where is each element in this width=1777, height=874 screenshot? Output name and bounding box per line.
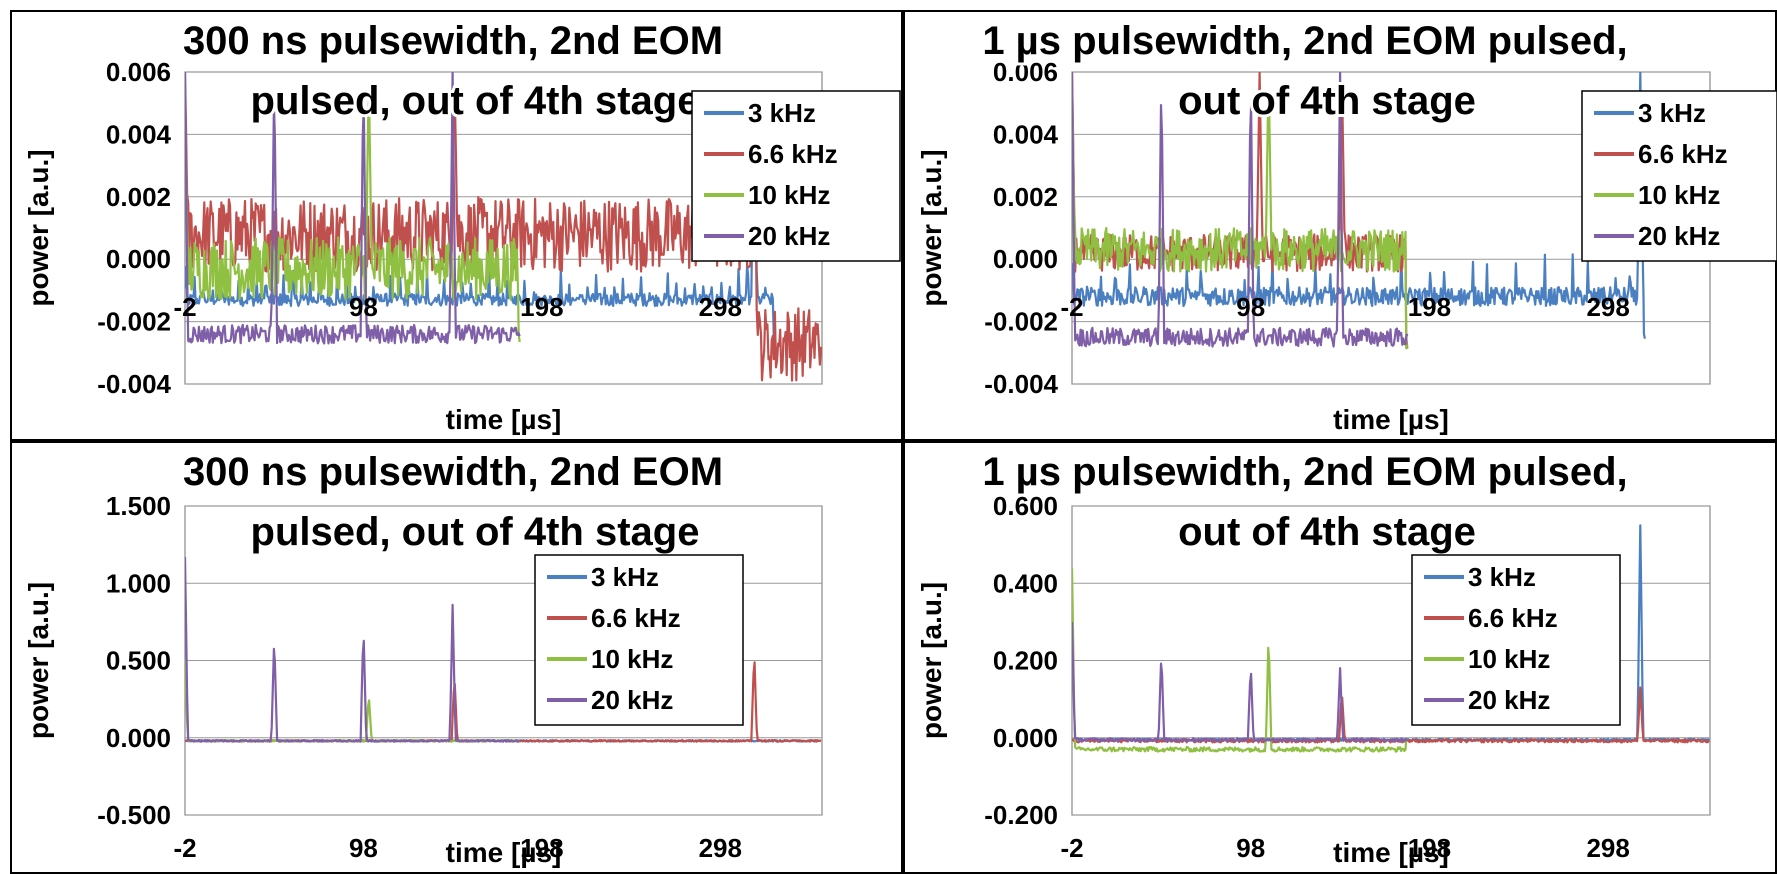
y-tick-label: 0.000 bbox=[106, 723, 171, 753]
y-tick-label: -0.004 bbox=[984, 369, 1058, 399]
series-line-3-khz bbox=[1072, 72, 1646, 339]
chart-title-line: 1 µs pulsewidth, 2nd EOM pulsed, bbox=[982, 19, 1627, 63]
legend-entry: 10 kHz bbox=[1638, 180, 1720, 210]
x-tick-label: 98 bbox=[349, 292, 378, 322]
y-tick-label: 0.000 bbox=[106, 244, 171, 274]
series-line-20-khz bbox=[185, 72, 521, 345]
y-axis-label: power [a.u.] bbox=[916, 582, 947, 739]
series-line-20-khz bbox=[1072, 72, 1409, 348]
x-axis-label: time [µs] bbox=[1333, 404, 1449, 435]
y-tick-label: -0.002 bbox=[984, 307, 1058, 337]
y-tick-label: 0.400 bbox=[993, 568, 1058, 598]
chart-panel-2: -0.004 -0.002 0.000 0.002 0.004 0.006 -2 98 198 2… bbox=[903, 10, 1777, 441]
y-tick-label: 0.002 bbox=[993, 182, 1058, 212]
x-tick-label: 98 bbox=[1236, 292, 1265, 322]
y-tick-label: 1.500 bbox=[106, 491, 171, 521]
legend-entry: 6.6 kHz bbox=[1638, 139, 1728, 169]
series-group bbox=[1072, 524, 1710, 753]
x-tick-label: 298 bbox=[699, 292, 742, 322]
y-axis-label: power [a.u.] bbox=[23, 582, 54, 739]
series-group bbox=[185, 556, 822, 743]
series-line-20-khz bbox=[185, 556, 521, 743]
y-tick-label: 0.006 bbox=[993, 57, 1058, 87]
series-line-10-khz bbox=[1072, 567, 1408, 753]
chart-panel-4: -0.200 0.000 0.200 0.400 0.600 -2 98 198 298 time… bbox=[903, 441, 1777, 874]
legend-entry: 10 kHz bbox=[1468, 644, 1550, 674]
legend: 3 kHz 6.6 kHz 10 kHz 20 kHz bbox=[534, 554, 744, 726]
legend-entry: 20 kHz bbox=[748, 221, 830, 251]
chart-title-line: out of 4th stage bbox=[1178, 79, 1476, 123]
y-tick-label: 0.004 bbox=[993, 119, 1059, 149]
chart-title-line: 300 ns pulsewidth, 2nd EOM bbox=[183, 450, 723, 494]
legend-entry: 3 kHz bbox=[748, 98, 816, 128]
x-tick-label: -2 bbox=[173, 833, 196, 863]
chart-title-line: out of 4th stage bbox=[1178, 510, 1476, 554]
x-axis-label: time [µs] bbox=[1333, 837, 1449, 868]
x-tick-label: -2 bbox=[173, 292, 196, 322]
legend-entry: 3 kHz bbox=[591, 562, 659, 592]
x-tick-label: 198 bbox=[1408, 833, 1451, 863]
x-tick-label: 298 bbox=[699, 833, 742, 863]
legend-entry: 6.6 kHz bbox=[748, 139, 838, 169]
legend: 3 kHz 6.6 kHz 10 kHz 20 kHz bbox=[1581, 90, 1777, 262]
legend-entry: 6.6 kHz bbox=[591, 603, 681, 633]
legend-entry: 20 kHz bbox=[1638, 221, 1720, 251]
y-axis-label: power [a.u.] bbox=[23, 149, 54, 306]
y-tick-label: -0.200 bbox=[984, 800, 1058, 830]
x-tick-label: -2 bbox=[1060, 833, 1083, 863]
x-tick-label: 198 bbox=[520, 292, 563, 322]
legend-entry: 20 kHz bbox=[591, 685, 673, 715]
legend-entry: 10 kHz bbox=[591, 644, 673, 674]
x-tick-label: 198 bbox=[520, 833, 563, 863]
legend-entry: 6.6 kHz bbox=[1468, 603, 1558, 633]
legend-entry: 3 kHz bbox=[1468, 562, 1536, 592]
chart-title-line: pulsed, out of 4th stage bbox=[251, 79, 700, 123]
legend-entry: 3 kHz bbox=[1638, 98, 1706, 128]
x-axis-label: time [µs] bbox=[446, 404, 562, 435]
y-tick-label: 0.006 bbox=[106, 57, 171, 87]
legend: 3 kHz 6.6 kHz 10 kHz 20 kHz bbox=[1411, 554, 1621, 726]
legend: 3 kHz 6.6 kHz 10 kHz 20 kHz bbox=[691, 90, 901, 262]
series-line-20-khz bbox=[1072, 621, 1408, 743]
series-group bbox=[1072, 72, 1646, 350]
y-tick-label: -0.500 bbox=[97, 800, 171, 830]
series-line-10-khz bbox=[185, 95, 521, 343]
x-tick-label: 198 bbox=[1408, 292, 1451, 322]
y-tick-label: 1.000 bbox=[106, 568, 171, 598]
x-tick-label: 298 bbox=[1586, 833, 1629, 863]
chart-title-line: 300 ns pulsewidth, 2nd EOM bbox=[183, 19, 723, 63]
series-line-10-khz bbox=[1072, 72, 1409, 350]
y-tick-label: 0.200 bbox=[993, 646, 1058, 676]
y-tick-label: 0.000 bbox=[993, 244, 1058, 274]
chart-title-line: 1 µs pulsewidth, 2nd EOM pulsed, bbox=[982, 450, 1627, 494]
x-tick-label: 98 bbox=[1236, 833, 1265, 863]
y-tick-label: -0.004 bbox=[97, 369, 171, 399]
y-tick-label: -0.002 bbox=[97, 307, 171, 337]
x-tick-label: 98 bbox=[349, 833, 378, 863]
x-axis-label: time [µs] bbox=[446, 837, 562, 868]
series-line-3-khz bbox=[185, 99, 776, 339]
chart-panel-3: -0.500 0.000 0.500 1.000 1.500 -2 98 198 298 time… bbox=[10, 441, 903, 874]
y-tick-label: 0.600 bbox=[993, 491, 1058, 521]
y-tick-label: 0.002 bbox=[106, 182, 171, 212]
x-tick-label: -2 bbox=[1060, 292, 1083, 322]
y-tick-label: 0.000 bbox=[993, 723, 1058, 753]
y-axis-label: power [a.u.] bbox=[916, 149, 947, 306]
y-tick-label: 0.004 bbox=[106, 119, 172, 149]
legend-entry: 20 kHz bbox=[1468, 685, 1550, 715]
x-tick-label: 298 bbox=[1586, 292, 1629, 322]
legend-entry: 10 kHz bbox=[748, 180, 830, 210]
y-tick-label: 0.500 bbox=[106, 646, 171, 676]
chart-panel-1: -0.004 -0.002 0.000 0.002 0.004 0.006 -2 98 198 2… bbox=[10, 10, 903, 441]
chart-title-line: pulsed, out of 4th stage bbox=[251, 510, 700, 554]
